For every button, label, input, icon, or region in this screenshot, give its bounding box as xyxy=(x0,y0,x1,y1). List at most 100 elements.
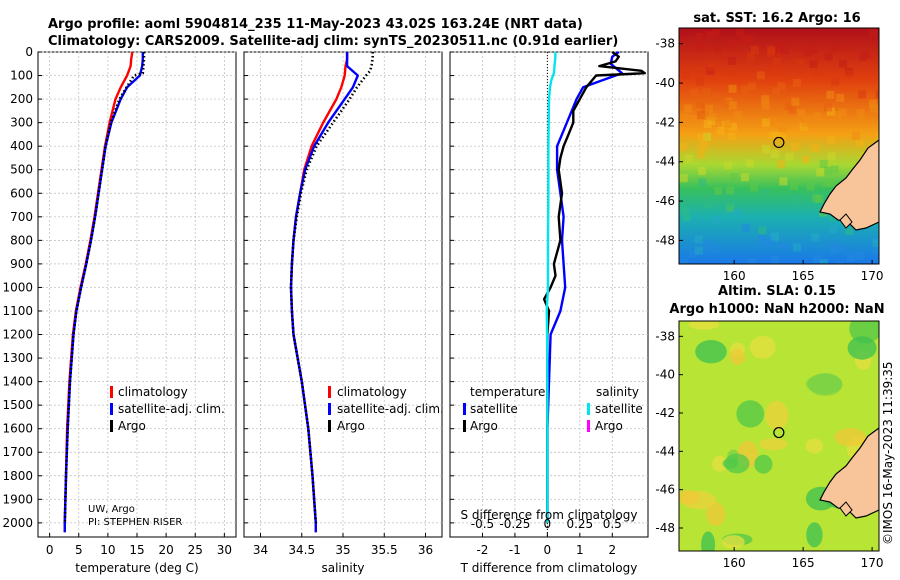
sla-blob xyxy=(679,490,701,505)
salinity-legend: climatology satellite-adj. clim. Argo xyxy=(328,385,444,433)
sst-pixel xyxy=(741,173,749,182)
map-y-tick-label: -44 xyxy=(655,444,675,458)
sla-blob xyxy=(722,535,745,549)
sst-pixel xyxy=(728,84,737,93)
y-tick-label: 1000 xyxy=(2,280,33,294)
x-tick-label: 35 xyxy=(335,543,350,557)
sla-blob xyxy=(806,374,842,394)
sst-pixel xyxy=(816,168,825,177)
map-y-tick-label: -40 xyxy=(655,368,675,382)
sst-pixel xyxy=(708,113,717,121)
legend-climatology-swatch xyxy=(328,386,331,398)
x-tick-label: 2 xyxy=(608,543,616,557)
map-y-tick-label: -48 xyxy=(655,521,675,535)
sst-pixel xyxy=(703,132,712,141)
sst-pixel xyxy=(694,246,703,255)
y-tick-label: 300 xyxy=(10,116,33,130)
sst-pixel xyxy=(869,28,877,37)
sst-pixel xyxy=(777,160,786,169)
sst-pixel xyxy=(735,28,744,36)
sst-pixel xyxy=(878,31,879,40)
sst-pixel xyxy=(826,90,835,99)
y-tick-label: 1200 xyxy=(2,328,33,342)
sst-pixel xyxy=(713,215,721,224)
sst-pixel xyxy=(767,45,776,54)
legend-t-satellite-label: satellite xyxy=(470,402,518,416)
sla-blob xyxy=(805,438,824,454)
sst-pixel xyxy=(696,77,705,86)
x-tick-label: 0 xyxy=(46,543,54,557)
sst-pixel xyxy=(856,109,865,118)
sst-pixel xyxy=(779,177,788,186)
sst-pixel xyxy=(801,155,810,164)
sst-pixel xyxy=(679,174,688,183)
sst-pixel xyxy=(689,115,698,124)
legend-satellite-swatch xyxy=(110,403,113,415)
sst-pixel xyxy=(704,199,713,208)
sst-pixel xyxy=(709,194,718,203)
sst-pixel xyxy=(813,254,822,263)
sst-pixel xyxy=(826,107,835,116)
legend-climatology-label: climatology xyxy=(118,385,188,399)
sst-pixel xyxy=(733,208,742,217)
series-s-satellite xyxy=(545,51,557,523)
x-tick-label: 36 xyxy=(418,543,433,557)
sst-pixel xyxy=(809,60,818,69)
sst-pixel xyxy=(829,225,837,234)
sst-pixel xyxy=(750,46,759,55)
sst-pixel xyxy=(829,241,838,250)
map-y-tick-label: -42 xyxy=(655,115,675,129)
sst-pixel xyxy=(777,82,786,91)
legend-argo-swatch xyxy=(328,420,331,432)
salinity-panel: 34 34.5 35 35.5 36 salinity climatology sate… xyxy=(243,51,444,575)
y-tick-label: 2000 xyxy=(2,516,33,530)
sst-pixel xyxy=(725,202,734,211)
map-y-tick-label: -38 xyxy=(655,37,675,51)
sla-blob xyxy=(695,340,727,364)
legend-s-argo-swatch xyxy=(587,420,590,432)
sst-pixel xyxy=(824,103,832,112)
sst-pixel xyxy=(811,233,820,242)
sla-map-frame xyxy=(678,320,880,552)
sst-pixel xyxy=(830,165,839,174)
sst-pixel xyxy=(856,251,865,260)
legend-t-argo-label: Argo xyxy=(470,419,498,433)
map-y-tick-label: -46 xyxy=(655,194,675,208)
map-y-tick-label: -42 xyxy=(655,406,675,420)
sst-pixel xyxy=(705,104,713,113)
map-y-tick-label: -46 xyxy=(655,483,675,497)
sst-pixel xyxy=(770,256,779,264)
map-y-tick-label: -48 xyxy=(655,233,675,247)
sst-pixel xyxy=(690,88,699,97)
sst-pixel xyxy=(829,246,838,255)
sla-blob xyxy=(759,438,788,451)
legend-argo-label: Argo xyxy=(337,419,365,433)
credit-line-2: PI: STEPHEN RISER xyxy=(88,517,182,528)
sst-pixel xyxy=(734,111,743,120)
sst-texture xyxy=(679,28,879,264)
difference-legend: temperature satellite Argo salinity sate… xyxy=(463,385,643,433)
sst-pixel xyxy=(756,71,765,80)
sst-pixel xyxy=(716,126,725,135)
sst-pixel xyxy=(811,144,820,152)
sst-pixel xyxy=(741,223,750,232)
sst-pixel xyxy=(872,238,879,247)
sst-pixel xyxy=(801,118,809,127)
map-y-tick-label: -40 xyxy=(655,76,675,90)
sst-pixel xyxy=(872,246,879,255)
sst-pixel xyxy=(761,95,770,104)
legend-satellite-label: satellite-adj. clim. xyxy=(337,402,444,416)
sst-pixel xyxy=(797,109,806,118)
sst-pixel xyxy=(697,133,706,142)
sst-pixel xyxy=(697,144,706,153)
legend-s-argo-label: Argo xyxy=(595,419,623,433)
sst-pixel xyxy=(828,179,837,188)
sst-pixel xyxy=(771,65,780,73)
temperature-panel: 0 5 10 15 20 25 30 0 100 200 300 400 500 600 700 800 90… xyxy=(2,45,237,575)
island xyxy=(839,213,853,229)
sst-pixel xyxy=(862,50,871,59)
sst-pixel xyxy=(684,154,693,163)
sst-pixel xyxy=(695,44,704,53)
sst-pixel xyxy=(766,117,775,125)
